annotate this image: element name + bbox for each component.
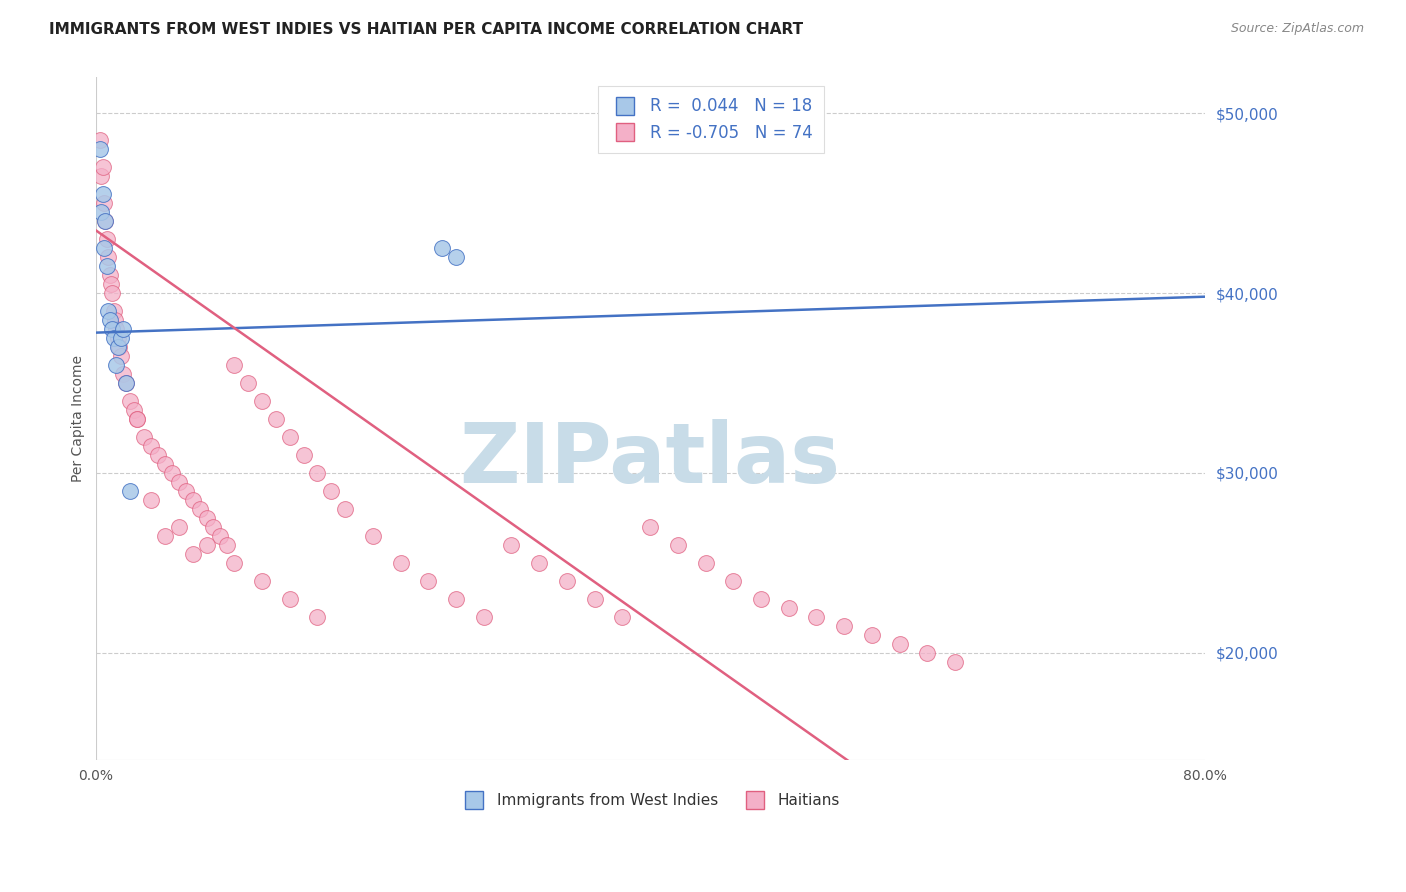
Point (224, 556, 246, 570)
Point (638, 520, 661, 534)
Point (90, 205, 112, 219)
Point (209, 529, 232, 543)
Legend: Immigrants from West Indies, Haitians: Immigrants from West Indies, Haitians (454, 787, 846, 814)
Point (472, 609, 495, 624)
Point (195, 510, 218, 524)
Point (112, 367, 135, 381)
Point (160, 466, 183, 480)
Point (444, 250, 467, 264)
Point (107, 331, 129, 345)
Point (224, 358, 246, 372)
Point (181, 492, 204, 507)
Point (167, 520, 190, 534)
Point (943, 655, 966, 669)
Point (695, 556, 717, 570)
Point (666, 538, 689, 552)
Point (444, 591, 467, 606)
Point (146, 448, 169, 462)
Point (195, 538, 218, 552)
Point (749, 591, 772, 606)
Point (529, 556, 551, 570)
Point (90, 169, 112, 184)
Point (832, 618, 855, 632)
Point (94, 214, 117, 228)
Point (139, 492, 162, 507)
Point (94, 214, 117, 228)
Point (98, 313, 121, 327)
Point (389, 556, 412, 570)
Point (917, 646, 939, 660)
Point (124, 403, 146, 417)
Point (110, 349, 132, 363)
Point (120, 483, 142, 498)
Point (153, 529, 176, 543)
Point (723, 574, 745, 588)
Point (612, 609, 634, 624)
Point (307, 466, 329, 480)
Point (555, 574, 578, 588)
Point (278, 430, 301, 444)
Point (120, 393, 142, 408)
Point (134, 430, 156, 444)
Point (89, 142, 111, 156)
Point (278, 591, 301, 606)
Point (778, 600, 800, 615)
Point (217, 538, 239, 552)
Point (101, 286, 124, 301)
Point (93, 196, 115, 211)
Point (93, 241, 115, 255)
Point (806, 609, 828, 624)
Point (139, 439, 162, 453)
Point (430, 241, 453, 255)
Point (860, 627, 883, 641)
Point (91, 187, 114, 202)
Point (333, 501, 356, 516)
Point (97, 250, 120, 264)
Point (115, 376, 138, 390)
Point (236, 376, 259, 390)
Point (98, 268, 121, 282)
Point (112, 322, 135, 336)
Point (100, 277, 122, 292)
Point (104, 313, 127, 327)
Point (127, 412, 149, 426)
Point (188, 501, 211, 516)
Text: IMMIGRANTS FROM WEST INDIES VS HAITIAN PER CAPITA INCOME CORRELATION CHART: IMMIGRANTS FROM WEST INDIES VS HAITIAN P… (49, 22, 803, 37)
Point (91, 161, 114, 175)
Point (264, 412, 287, 426)
Text: ZIPatlas: ZIPatlas (460, 419, 841, 500)
Point (103, 331, 125, 345)
Point (889, 636, 911, 650)
Point (250, 574, 273, 588)
Point (127, 412, 149, 426)
Point (181, 547, 204, 561)
Point (110, 331, 132, 345)
Point (107, 340, 129, 354)
Point (96, 232, 118, 246)
Point (250, 393, 273, 408)
Point (321, 483, 343, 498)
Point (108, 340, 131, 354)
Point (583, 591, 606, 606)
Point (101, 322, 124, 336)
Point (418, 574, 440, 588)
Point (89, 133, 111, 147)
Point (202, 520, 225, 534)
Point (174, 483, 197, 498)
Point (501, 538, 523, 552)
Point (96, 259, 118, 273)
Point (105, 322, 128, 336)
Point (292, 448, 315, 462)
Text: Source: ZipAtlas.com: Source: ZipAtlas.com (1230, 22, 1364, 36)
Point (97, 304, 120, 318)
Point (307, 609, 329, 624)
Point (361, 529, 384, 543)
Point (153, 457, 176, 471)
Point (167, 475, 190, 489)
Point (105, 358, 128, 372)
Point (115, 376, 138, 390)
Point (103, 304, 125, 318)
Y-axis label: Per Capita Income: Per Capita Income (72, 355, 86, 483)
